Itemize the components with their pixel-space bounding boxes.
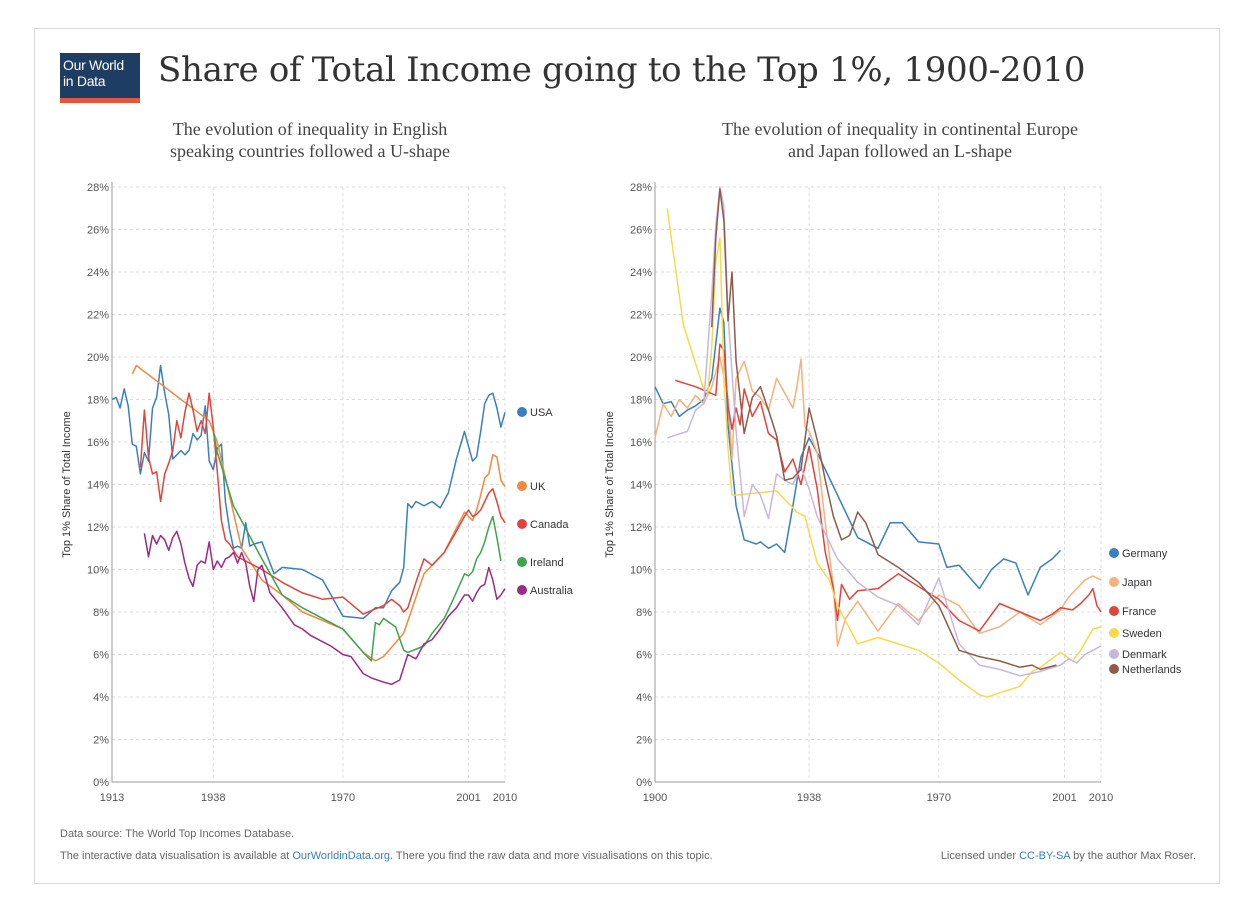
footer-note: The interactive data visualisation is av… — [60, 850, 713, 862]
right-y-tick-label: 0% — [636, 777, 652, 789]
right-x-tick-label: 2010 — [1089, 792, 1113, 804]
right-legend-marker-japan[interactable] — [1109, 577, 1119, 587]
license-pre: Licensed under — [940, 850, 1020, 862]
footer-note-pre: The interactive data visualisation is av… — [60, 850, 293, 862]
owid-link[interactable]: OurWorldinData.org — [292, 850, 390, 862]
left-y-tick-label: 22% — [87, 310, 109, 322]
left-series-line-usa[interactable] — [111, 364, 506, 620]
right-series-line-sweden[interactable] — [666, 208, 1102, 698]
footer-license: Licensed under CC-BY-SA by the author Ma… — [941, 850, 1196, 862]
left-legend-label-uk[interactable]: UK — [530, 481, 546, 493]
left-y-tick-label: 10% — [87, 565, 109, 577]
footer-source: Data source: The World Top Incomes Datab… — [60, 828, 295, 840]
logo-accent-bar — [60, 98, 140, 103]
right-y-tick-label: 12% — [630, 522, 652, 534]
license-link[interactable]: CC-BY-SA — [1019, 850, 1071, 862]
right-chart-subtitle: The evolution of inequality in continent… — [660, 118, 1140, 162]
right-y-tick-label: 2% — [636, 735, 652, 747]
left-y-tick-label: 28% — [87, 182, 109, 194]
right-subtitle-line-1: The evolution of inequality in continent… — [722, 119, 1078, 139]
left-series-line-australia[interactable] — [143, 530, 506, 686]
left-y-tick-label: 16% — [87, 437, 109, 449]
left-x-tick-label: 2010 — [493, 792, 517, 804]
page-title: Share of Total Income going to the Top 1… — [158, 50, 1086, 90]
right-legend-label-japan[interactable]: Japan — [1122, 577, 1152, 589]
logo-line-2: in Data — [63, 73, 106, 89]
right-y-tick-label: 18% — [630, 395, 652, 407]
right-y-tick-label: 16% — [630, 437, 652, 449]
left-y-tick-label: 4% — [93, 692, 109, 704]
right-series-line-germany[interactable] — [654, 307, 1062, 596]
right-legend-marker-denmark[interactable] — [1109, 649, 1119, 659]
right-series-line-netherlands[interactable] — [711, 188, 1057, 671]
left-y-tick-label: 0% — [93, 777, 109, 789]
left-subtitle-line-2: speaking countries followed a U-shape — [170, 141, 450, 161]
left-x-tick-label: 1938 — [201, 792, 225, 804]
left-legend-marker-canada[interactable] — [517, 519, 527, 529]
right-y-axis-label: Top 1% Share of Total Income — [604, 411, 616, 558]
right-y-tick-label: 20% — [630, 352, 652, 364]
left-subtitle-line-1: The evolution of inequality in English — [172, 119, 448, 139]
left-legend-marker-ireland[interactable] — [517, 557, 527, 567]
right-y-tick-label: 22% — [630, 310, 652, 322]
left-y-tick-label: 24% — [87, 267, 109, 279]
left-y-tick-label: 14% — [87, 480, 109, 492]
footer-note-post: . There you find the raw data and more v… — [389, 850, 713, 862]
left-y-tick-label: 6% — [93, 650, 109, 662]
left-legend-marker-usa[interactable] — [517, 407, 527, 417]
left-y-tick-label: 8% — [93, 607, 109, 619]
right-x-tick-label: 2001 — [1052, 792, 1076, 804]
left-y-tick-label: 26% — [87, 225, 109, 237]
left-legend-marker-australia[interactable] — [517, 585, 527, 595]
left-y-tick-label: 18% — [87, 395, 109, 407]
right-legend-label-denmark[interactable]: Denmark — [1122, 649, 1167, 661]
right-x-tick-label: 1938 — [797, 792, 821, 804]
left-series-line-canada[interactable] — [139, 392, 506, 615]
left-x-tick-label: 2001 — [456, 792, 480, 804]
right-y-tick-label: 14% — [630, 480, 652, 492]
right-x-tick-label: 1970 — [927, 792, 951, 804]
right-y-tick-label: 8% — [636, 607, 652, 619]
left-y-tick-label: 12% — [87, 522, 109, 534]
right-legend-label-netherlands[interactable]: Netherlands — [1122, 664, 1182, 676]
right-series-line-denmark[interactable] — [666, 186, 1102, 677]
left-legend-marker-uk[interactable] — [517, 481, 527, 491]
right-y-tick-label: 24% — [630, 267, 652, 279]
right-legend-marker-germany[interactable] — [1109, 548, 1119, 558]
right-legend-label-france[interactable]: France — [1122, 606, 1156, 618]
right-y-tick-label: 4% — [636, 692, 652, 704]
right-y-tick-label: 6% — [636, 650, 652, 662]
left-legend-label-canada[interactable]: Canada — [530, 519, 569, 531]
right-legend-label-germany[interactable]: Germany — [1122, 548, 1168, 560]
left-series-line-uk[interactable] — [131, 364, 506, 662]
right-legend-marker-netherlands[interactable] — [1109, 664, 1119, 674]
license-post: by the author Max Roser. — [1070, 850, 1196, 862]
owid-logo[interactable]: Our World in Data — [60, 53, 140, 103]
right-y-tick-label: 10% — [630, 565, 652, 577]
left-legend-label-australia[interactable]: Australia — [530, 585, 574, 597]
left-series-line-ireland[interactable] — [212, 431, 502, 662]
right-y-tick-label: 28% — [630, 182, 652, 194]
right-legend-marker-france[interactable] — [1109, 606, 1119, 616]
logo-line-1: Our World — [63, 57, 124, 73]
right-legend-label-sweden[interactable]: Sweden — [1122, 628, 1162, 640]
left-x-tick-label: 1970 — [331, 792, 355, 804]
left-y-axis-label: Top 1% Share of Total Income — [61, 411, 73, 558]
left-y-tick-label: 20% — [87, 352, 109, 364]
right-subtitle-line-2: and Japan followed an L-shape — [788, 141, 1012, 161]
left-legend-label-ireland[interactable]: Ireland — [530, 557, 564, 569]
left-chart-subtitle: The evolution of inequality in English s… — [100, 118, 520, 162]
left-x-tick-label: 1913 — [100, 792, 124, 804]
chart-card — [34, 28, 1220, 884]
right-y-tick-label: 26% — [630, 225, 652, 237]
right-series-line-japan[interactable] — [654, 356, 1102, 647]
left-y-tick-label: 2% — [93, 735, 109, 747]
right-legend-marker-sweden[interactable] — [1109, 628, 1119, 638]
right-x-tick-label: 1900 — [643, 792, 667, 804]
left-legend-label-usa[interactable]: USA — [530, 407, 553, 419]
